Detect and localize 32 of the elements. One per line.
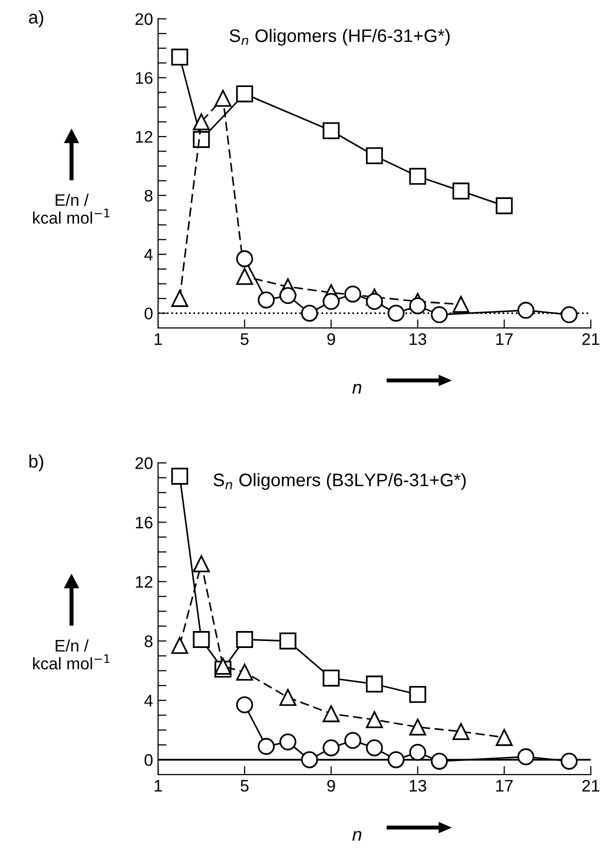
y-tick-label: 0: [144, 308, 153, 320]
x-tick-label: 5: [240, 333, 249, 346]
y-tick-label: 8: [144, 190, 152, 202]
x-axis-title: n: [352, 830, 362, 841]
y-tick-label: 16: [136, 72, 152, 84]
x-tick-label: 21: [582, 780, 600, 792]
x-tick-label: 1: [154, 780, 162, 792]
x-axis-title: n: [352, 384, 362, 394]
x-tick-label: 17: [496, 780, 513, 792]
y-tick-label: 4: [144, 694, 153, 706]
text: S$_{n}$ Oligomers (B3LYP/6-31+G*): [214, 473, 466, 490]
y-axis-title: E/n / kcal mol$^{−1}$: [33, 639, 110, 670]
y-tick-label: 16: [136, 516, 152, 528]
y-tick-label: 0: [144, 754, 153, 766]
y-tick-label: 4: [144, 248, 153, 260]
y-tick-label: 8: [144, 635, 152, 648]
x-tick-label: 21: [582, 333, 600, 345]
x-tick-label: 13: [410, 333, 426, 346]
x-tick-label: 5: [240, 780, 249, 792]
x-tick-label: 13: [410, 780, 426, 792]
x-tick-label: 9: [327, 780, 335, 792]
x-tick-label: 9: [327, 333, 335, 346]
y-axis-title: E/n / kcal mol$^{−1}$: [33, 194, 110, 224]
x-tick-label: 17: [496, 333, 513, 345]
text: a): [29, 10, 44, 28]
y-tick-label: 20: [136, 457, 153, 470]
y-tick-label: 12: [136, 576, 152, 588]
x-tick-label: 1: [154, 333, 162, 345]
text: b): [29, 454, 44, 472]
y-tick-label: 20: [136, 13, 153, 25]
y-tick-label: 12: [136, 130, 152, 143]
text: S$_{n}$ Oligomers (HF/6-31+G*): [230, 28, 450, 46]
